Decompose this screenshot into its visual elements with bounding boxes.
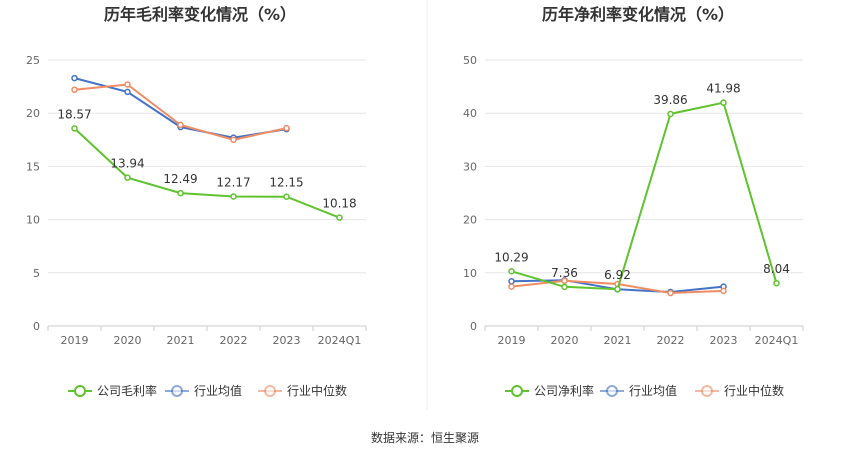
right-data-label: 7.36 xyxy=(551,266,578,280)
left-series-point-industry-median xyxy=(230,136,237,144)
right-x-tick-label: 2019 xyxy=(498,334,526,347)
right-y-tick-label: 10 xyxy=(463,267,477,280)
right-legend-label: 行业中位数 xyxy=(724,383,784,398)
left-x-tick-label: 2024Q1 xyxy=(318,334,362,347)
left-y-tick-label: 20 xyxy=(26,107,40,120)
left-y-tick-label: 15 xyxy=(26,160,40,173)
right-data-label: 10.29 xyxy=(494,250,528,264)
left-data-label: 12.15 xyxy=(269,176,303,190)
left-y-tick-label: 10 xyxy=(26,214,40,227)
left-series-point-industry-median xyxy=(124,81,131,88)
right-series-point-industry-median xyxy=(667,289,674,297)
data-source: 数据来源：恒生聚源 xyxy=(371,430,479,445)
right-series-point-company xyxy=(614,285,621,293)
right-data-label: 39.86 xyxy=(653,93,687,107)
left-data-label: 18.57 xyxy=(57,107,91,121)
right-legend-label: 行业均值 xyxy=(629,383,677,398)
right-series-point-company xyxy=(508,268,515,275)
left-series-point-industry-mean xyxy=(124,88,131,96)
left-data-label: 13.94 xyxy=(110,157,144,171)
right-legend-label: 公司净利率 xyxy=(534,383,594,398)
left-x-tick-label: 2020 xyxy=(114,334,142,347)
left-series-point-company xyxy=(177,189,184,197)
left-x-tick-label: 2023 xyxy=(273,334,301,347)
right-data-label: 8.04 xyxy=(763,262,790,276)
right-x-tick-label: 2021 xyxy=(604,334,632,347)
left-series-line-industry-median xyxy=(74,83,287,141)
right-data-label: 41.98 xyxy=(706,82,740,96)
right-series-point-company xyxy=(667,110,674,118)
right-x-tick-label: 2022 xyxy=(657,334,685,347)
left-legend-swatch-marker xyxy=(264,385,276,397)
right-series-point-industry-median xyxy=(561,277,568,285)
chart-title-left: 历年毛利率变化情况（%） xyxy=(104,5,296,24)
left-legend-label: 公司毛利率 xyxy=(97,383,157,398)
right-x-tick-label: 2023 xyxy=(710,334,738,347)
right-x-tick-label: 2024Q1 xyxy=(755,334,799,347)
left-series-point-company xyxy=(230,193,237,200)
left-series-point-company xyxy=(124,174,131,181)
right-legend-swatch-marker xyxy=(701,385,713,397)
left-series-point-industry-median xyxy=(283,124,290,132)
left-series-point-industry-median xyxy=(177,121,184,129)
right-y-tick-label: 0 xyxy=(470,320,477,333)
left-legend-swatch-marker xyxy=(74,385,86,397)
left-legend-label: 行业均值 xyxy=(194,383,242,398)
left-data-label: 10.18 xyxy=(322,197,356,211)
right-y-tick-label: 40 xyxy=(463,107,477,120)
right-series-line-company xyxy=(511,101,778,291)
right-series-point-industry-median xyxy=(720,287,727,295)
left-y-tick-label: 5 xyxy=(33,267,40,280)
right-legend-swatch-marker xyxy=(511,385,523,397)
left-y-tick-label: 0 xyxy=(33,320,40,333)
right-x-tick-label: 2020 xyxy=(551,334,579,347)
left-series-point-industry-median xyxy=(71,86,78,94)
left-series-line-company xyxy=(73,127,340,219)
right-y-tick-label: 20 xyxy=(463,214,477,227)
left-x-tick-label: 2022 xyxy=(220,334,248,347)
left-x-tick-label: 2019 xyxy=(61,334,89,347)
left-x-tick-label: 2021 xyxy=(167,334,195,347)
left-series-point-industry-mean xyxy=(71,74,78,82)
left-y-tick-label: 25 xyxy=(26,54,40,67)
left-data-label: 12.49 xyxy=(163,172,197,186)
right-y-tick-label: 50 xyxy=(463,54,477,67)
chart-title-right: 历年净利率变化情况（%） xyxy=(542,5,734,24)
right-series-point-company xyxy=(773,279,780,287)
left-legend-label: 行业中位数 xyxy=(287,383,347,398)
right-series-point-company xyxy=(720,99,727,106)
right-series-point-industry-median xyxy=(508,283,515,290)
left-series-point-company xyxy=(336,214,343,221)
right-series-point-industry-mean xyxy=(508,278,515,285)
right-legend-swatch-marker xyxy=(606,385,618,397)
left-series-point-company xyxy=(71,125,78,132)
left-series-point-company xyxy=(283,193,290,200)
right-y-tick-label: 30 xyxy=(463,160,477,173)
right-series-point-company xyxy=(561,283,568,291)
right-data-label: 6.92 xyxy=(604,268,631,282)
left-legend-swatch-marker xyxy=(171,385,183,397)
left-data-label: 12.17 xyxy=(216,176,250,190)
